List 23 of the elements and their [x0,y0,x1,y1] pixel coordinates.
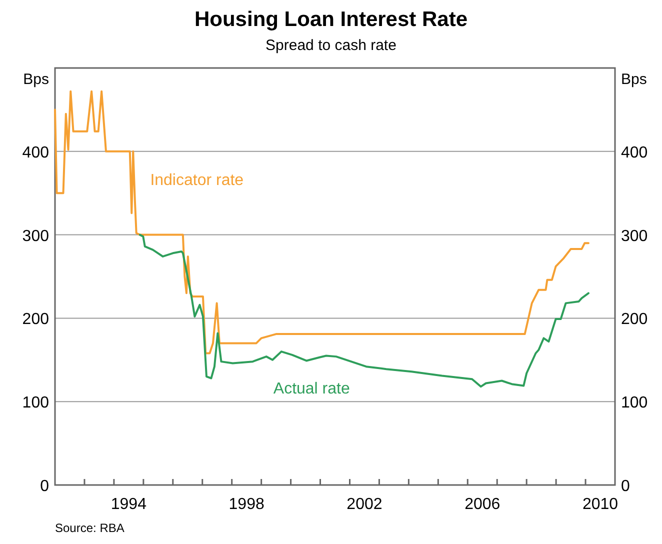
y2-axis-title: Bps [621,71,647,88]
x-tick-label: 1998 [228,496,264,513]
source-note: Source: RBA [55,521,124,535]
chart-title: Housing Loan Interest Rate [194,8,468,31]
series-label: Indicator rate [150,172,244,189]
x-tick-label: 2006 [464,496,500,513]
y2-tick-label: 0 [621,478,630,495]
y-tick-label: 400 [22,144,50,162]
y-axis-title: Bps [23,71,49,88]
y2-tick-label: 200 [621,311,648,328]
y-tick-label: 100 [22,394,50,412]
y2-tick-label: 300 [621,228,648,245]
y2-tick-label: 100 [621,394,648,412]
y-tick-label: 0 [40,478,50,495]
x-tick-label: 2002 [346,496,382,513]
y-tick-label: 200 [22,311,50,328]
x-tick-label: 1994 [110,496,147,513]
x-tick-label: 2010 [582,496,618,513]
y-tick-label: 300 [22,228,50,245]
y2-tick-label: 400 [621,144,648,162]
series-label: Actual rate [273,380,350,398]
line-series [54,90,590,354]
chart-subtitle: Spread to cash rate [266,37,396,54]
